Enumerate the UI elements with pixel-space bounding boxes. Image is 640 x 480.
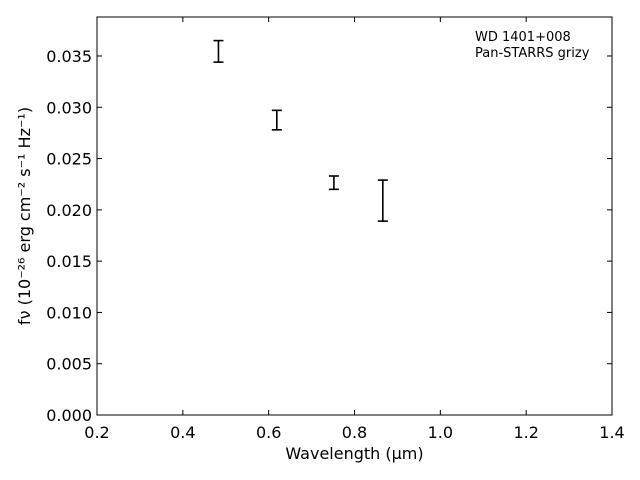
x-axis-label: Wavelength (μm)	[285, 444, 423, 463]
y-tick-label: 0.035	[46, 47, 92, 66]
y-tick-label: 0.005	[46, 355, 92, 374]
x-tick-label: 1.2	[513, 423, 538, 442]
x-tick-label: 0.4	[170, 423, 195, 442]
error-bar	[377, 179, 388, 222]
axis-ticks: 0.2 0.4 0.6 0.8 1.0 1.2 1.4 0.000 0.005 0.010 0.01…	[46, 17, 625, 442]
y-tick-label: 0.030	[46, 98, 92, 117]
error-bar	[328, 175, 339, 191]
x-tick-label: 0.2	[84, 423, 109, 442]
y-tick-label: 0.015	[46, 252, 92, 271]
y-tick-label: 0.020	[46, 201, 92, 220]
plot-area	[96, 16, 613, 416]
y-tick-label: 0.010	[46, 303, 92, 322]
data-points	[213, 39, 388, 222]
x-tick-label: 1.0	[428, 423, 453, 442]
error-bar	[213, 39, 224, 63]
x-tick-label: 0.6	[256, 423, 281, 442]
error-bar	[271, 109, 282, 131]
x-tick-label: 0.8	[342, 423, 367, 442]
y-tick-label: 0.000	[46, 406, 92, 425]
y-axis-label: fν (10⁻²⁶ erg cm⁻² s⁻¹ Hz⁻¹)	[15, 107, 34, 325]
annotation-survey: Pan-STARRS grizy	[475, 46, 590, 61]
annotation-object: WD 1401+008	[475, 30, 571, 45]
x-tick-label: 1.4	[599, 423, 624, 442]
y-tick-label: 0.025	[46, 150, 92, 169]
